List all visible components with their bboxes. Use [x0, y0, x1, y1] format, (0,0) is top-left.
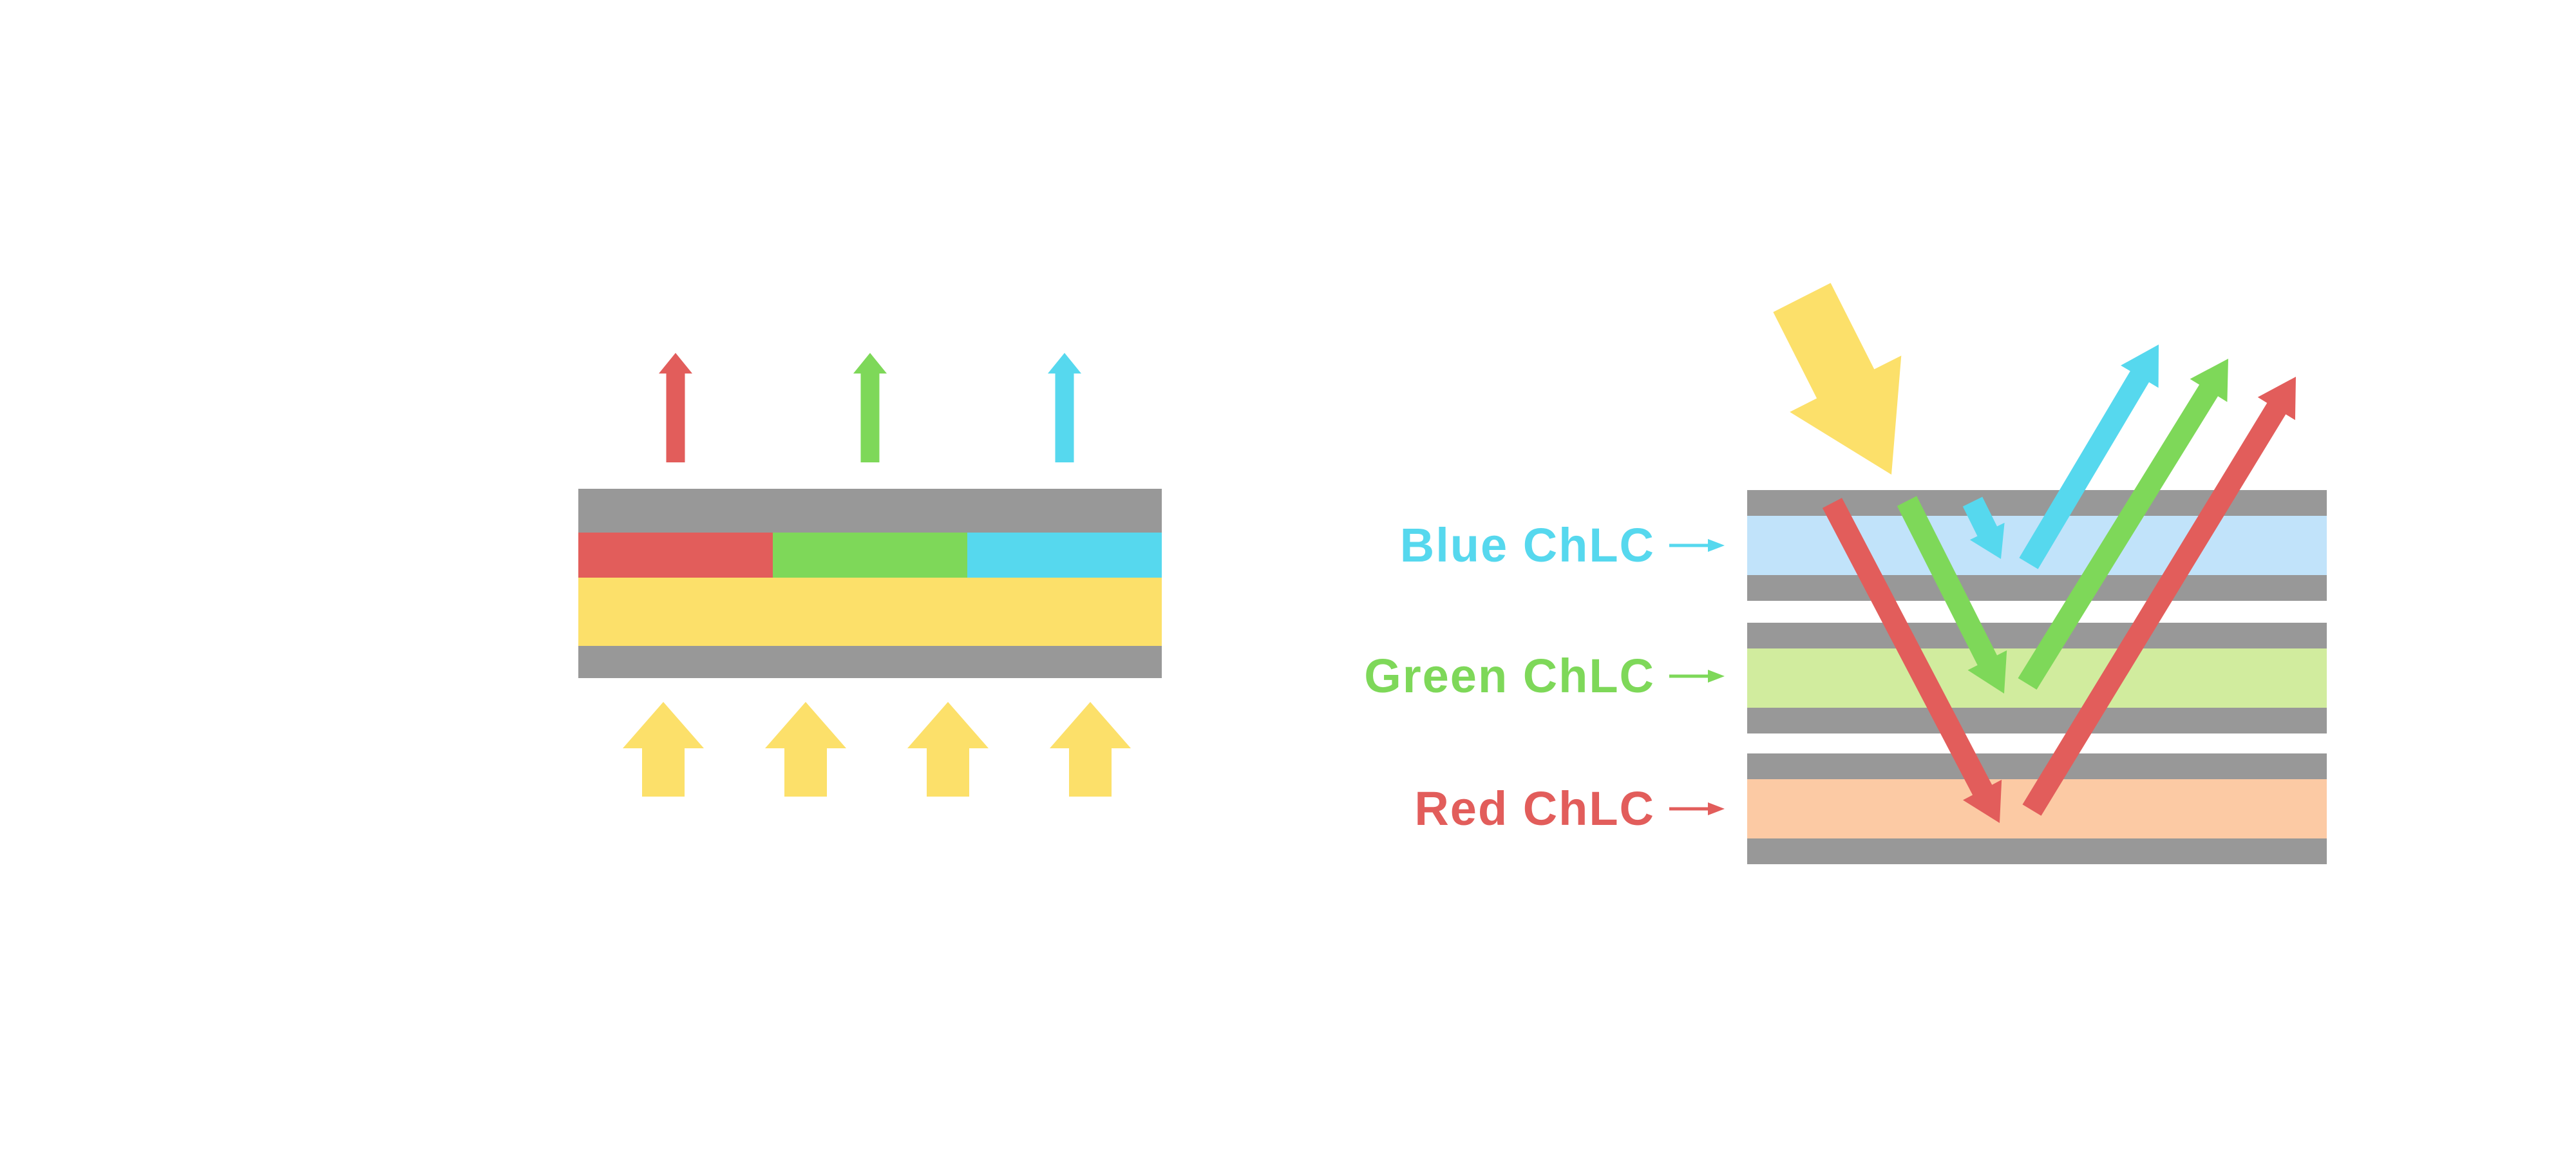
cyan-beam-incident	[1962, 497, 2005, 559]
red-emitted-arrow	[659, 353, 692, 462]
incident-light-arrow	[1773, 283, 1902, 475]
green-emitted-arrow	[853, 353, 887, 462]
backlight-arrow-1	[623, 702, 704, 797]
green-beam-incident	[1897, 496, 2007, 694]
left-bottom-substrate	[578, 646, 1162, 678]
green-beam-reflected	[2018, 359, 2228, 690]
green-label-pointer-arrow	[1669, 670, 1725, 683]
cyan-beam-reflected	[2019, 345, 2159, 569]
green-chlc-layer-top-substrate	[1747, 623, 2327, 648]
backlight-arrow-4	[1050, 702, 1131, 797]
left-top-substrate	[578, 489, 1162, 533]
red-chlc-layer-top-substrate	[1747, 753, 2327, 779]
green-chlc-layer-bottom-substrate	[1747, 708, 2327, 733]
blue-chlc-label: Blue ChLC	[1399, 518, 1655, 572]
cyan-label-pointer-arrow	[1669, 539, 1725, 552]
red-beam-incident	[1822, 498, 2002, 823]
cyan-pixel-segment	[967, 533, 1162, 578]
red-pixel-segment	[578, 533, 773, 578]
red-beam-reflected	[2022, 377, 2296, 816]
cyan-emitted-arrow	[1048, 353, 1081, 462]
red-label-pointer-arrow	[1669, 802, 1725, 815]
green-chlc-label: Green ChLC	[1364, 649, 1655, 703]
green-pixel-segment	[773, 533, 967, 578]
red-chlc-label: Red ChLC	[1414, 782, 1655, 835]
backlight-arrow-2	[765, 702, 846, 797]
blue-chlc-layer-bottom-substrate	[1747, 575, 2327, 601]
backlight-arrow-3	[907, 702, 989, 797]
backlight-layer	[578, 578, 1162, 646]
red-chlc-layer-bottom-substrate	[1747, 838, 2327, 864]
